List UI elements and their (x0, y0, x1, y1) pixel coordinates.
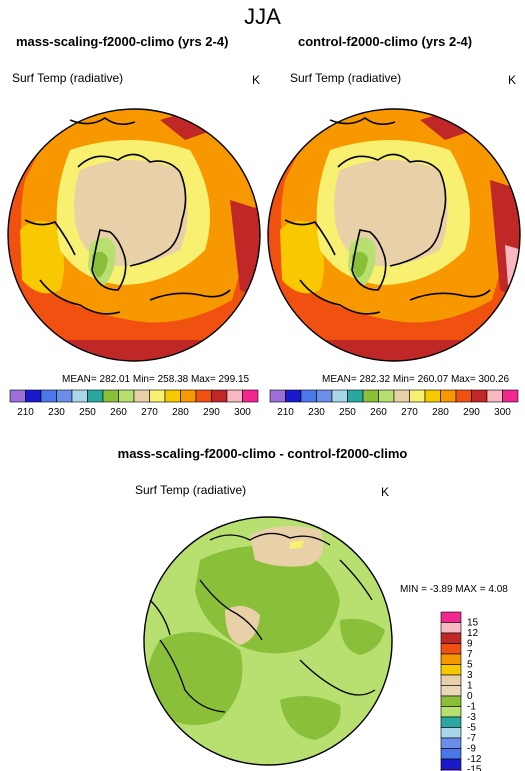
colorbar-tick-label: 270 (141, 407, 158, 418)
colorbar-tick-label: 12 (467, 628, 479, 639)
colorbar-tick-label: -12 (467, 754, 482, 765)
colorbar-swatch (502, 389, 519, 403)
colorbar-swatch (102, 389, 119, 403)
colorbar-swatch (9, 389, 26, 403)
colorbar-tick-label: 300 (234, 407, 251, 418)
colorbar-swatch (378, 389, 395, 403)
right-units-label: K (508, 73, 517, 87)
colorbar-tick-label: 230 (48, 407, 65, 418)
colorbar-swatch (316, 389, 333, 403)
right-polar-map (267, 108, 521, 362)
main-title: JJA (244, 4, 281, 29)
colorbar-tick-label: 270 (401, 407, 418, 418)
left-variable-label: Surf Temp (radiative) (12, 71, 124, 85)
colorbar-tick-label: -7 (467, 733, 476, 744)
colorbar-swatch (440, 706, 462, 718)
colorbar-swatch (393, 389, 410, 403)
colorbar-swatch (195, 389, 212, 403)
colorbar-tick-label: 0 (467, 691, 473, 702)
colorbar-swatch (300, 389, 317, 403)
left-panel-title: mass-scaling-f2000-climo (yrs 2-4) (16, 34, 229, 49)
colorbar-swatch (149, 389, 166, 403)
colorbar-swatch (424, 389, 441, 403)
colorbar-swatch (211, 389, 228, 403)
colorbar-tick-label: 290 (203, 407, 220, 418)
colorbar-swatch (486, 389, 503, 403)
colorbar-swatch (440, 389, 457, 403)
colorbar-tick-label: -15 (467, 765, 482, 771)
colorbar-swatch (471, 389, 488, 403)
colorbar-swatch (347, 389, 364, 403)
left-stats: MEAN= 282.01 Min= 258.38 Max= 299.15 (62, 374, 250, 385)
colorbar-tick-label: -5 (467, 723, 476, 734)
diff-stats: MIN = -3.89 MAX = 4.08 (400, 584, 508, 595)
colorbar-tick-label: 280 (172, 407, 189, 418)
colorbar-tick-label: 7 (467, 649, 473, 660)
colorbar-tick-label: 250 (79, 407, 96, 418)
colorbar-tick-label: 260 (110, 407, 127, 418)
colorbar-swatch (25, 389, 42, 403)
colorbar-swatch (180, 389, 197, 403)
colorbar-swatch (331, 389, 348, 403)
colorbar-tick-label: 15 (467, 618, 479, 629)
colorbar-tick-label: -9 (467, 744, 476, 755)
colorbar-swatch (440, 758, 462, 770)
colorbar-swatch (440, 643, 462, 655)
colorbar-swatch (87, 389, 104, 403)
diff-panel-title: mass-scaling-f2000-climo - control-f2000… (117, 446, 408, 461)
colorbar-swatch (440, 664, 462, 676)
colorbar-swatch (455, 389, 472, 403)
colorbar-swatch (440, 748, 462, 760)
colorbar-tick-label: 5 (467, 660, 473, 671)
colorbar-swatch (164, 389, 181, 403)
colorbar-tick-label: 280 (432, 407, 449, 418)
colorbar-swatch (440, 632, 462, 644)
colorbar-swatch (440, 737, 462, 749)
colorbar-tick-label: 3 (467, 670, 473, 681)
colorbar-swatch (285, 389, 302, 403)
colorbar-tick-label: 260 (370, 407, 387, 418)
colorbar-swatch (118, 389, 135, 403)
left-units-label: K (252, 73, 261, 87)
colorbar-swatch (409, 389, 426, 403)
colorbar-swatch (440, 674, 462, 686)
colorbar-swatch (440, 685, 462, 697)
colorbar-tick-label: 210 (277, 407, 294, 418)
left-polar-map (7, 108, 261, 362)
colorbar-tick-label: 210 (17, 407, 34, 418)
colorbar-swatch (440, 716, 462, 728)
colorbar-tick-label: 290 (463, 407, 480, 418)
colorbar-swatch (71, 389, 88, 403)
difference-polar-map (143, 516, 393, 766)
right-stats: MEAN= 282.32 Min= 260.07 Max= 300.26 (322, 374, 510, 385)
colorbar-swatch (440, 653, 462, 665)
colorbar-tick-label: 9 (467, 639, 473, 650)
colorbar-swatch (40, 389, 57, 403)
colorbar-swatch (440, 695, 462, 707)
colorbar-swatch (56, 389, 73, 403)
colorbar-swatch (440, 611, 462, 623)
colorbar-swatch (269, 389, 286, 403)
diff-units-label: K (381, 485, 390, 499)
colorbar-tick-label: -1 (467, 702, 476, 713)
left-colorbar: 210 230 250 260 270 280 290 300 (9, 389, 259, 418)
colorbar-tick-label: -3 (467, 712, 476, 723)
right-panel-title: control-f2000-climo (yrs 2-4) (298, 34, 473, 49)
colorbar-swatch (226, 389, 243, 403)
colorbar-tick-label: 300 (494, 407, 511, 418)
colorbar-tick-label: 1 (467, 681, 473, 692)
right-variable-label: Surf Temp (radiative) (290, 71, 402, 85)
diff-variable-label: Surf Temp (radiative) (135, 483, 247, 497)
colorbar-swatch (362, 389, 379, 403)
colorbar-swatch (242, 389, 259, 403)
colorbar-swatch (440, 622, 462, 634)
colorbar-swatch (133, 389, 150, 403)
colorbar-swatch (440, 769, 462, 771)
colorbar-tick-label: 230 (308, 407, 325, 418)
colorbar-tick-label: 250 (339, 407, 356, 418)
colorbar-swatch (440, 727, 462, 739)
right-colorbar: 210 230 250 260 270 280 290 300 (269, 389, 519, 418)
